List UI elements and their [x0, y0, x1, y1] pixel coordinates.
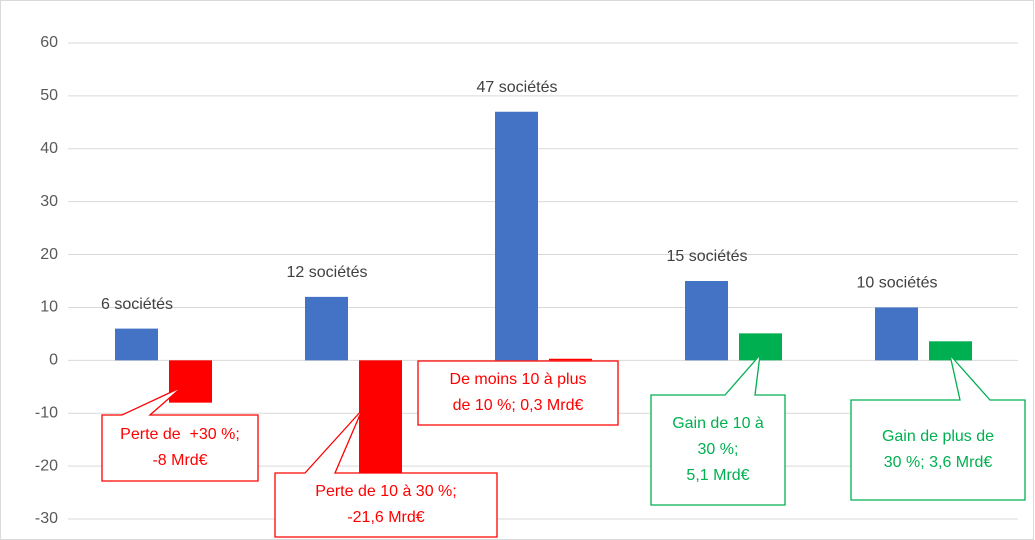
y-tick-label: 50: [40, 87, 58, 104]
callout-label: De moins 10 à plus: [450, 371, 587, 388]
data-label: 10 sociétés: [857, 275, 938, 292]
callout-label: de 10 %; 0,3 Mrd€: [453, 397, 584, 414]
y-tick-label: 40: [40, 140, 58, 157]
bar: [495, 111, 538, 361]
callout-label: -21,6 Mrd€: [347, 509, 424, 526]
bar: [929, 341, 972, 361]
y-tick-label: -10: [35, 404, 58, 421]
callout-label: 5,1 Mrd€: [686, 467, 749, 484]
callout-box: [274, 409, 498, 538]
bar: [305, 296, 348, 361]
callout-label: Perte de 10 à 30 %;: [315, 483, 456, 500]
bar: [875, 307, 918, 361]
y-tick-label: 10: [40, 299, 58, 316]
callout-label: -8 Mrd€: [152, 452, 207, 469]
callout-box: [417, 360, 619, 426]
data-label: 15 sociétés: [667, 248, 748, 265]
callout-box: [101, 386, 259, 482]
callout-label: 30 %;: [698, 441, 739, 458]
bar: [359, 360, 402, 475]
y-tick-label: 60: [40, 34, 58, 51]
callout-box: [650, 352, 786, 506]
bar: [169, 360, 212, 403]
callout-label: Gain de plus de: [882, 428, 994, 445]
y-tick-label: -30: [35, 510, 58, 527]
data-label: 12 sociétés: [287, 264, 368, 281]
data-label: 47 sociétés: [477, 79, 558, 96]
data-label: 6 sociétés: [101, 296, 173, 313]
bar: [685, 281, 728, 361]
bar: [549, 358, 592, 361]
callout-label: Perte de +30 %;: [120, 426, 240, 443]
bar: [115, 328, 158, 361]
callout-label: Gain de 10 à: [672, 415, 764, 432]
callout-box: [850, 352, 1026, 501]
y-tick-label: 0: [49, 352, 58, 369]
y-tick-label: 30: [40, 193, 58, 210]
y-tick-label: -20: [35, 457, 58, 474]
y-tick-label: 20: [40, 246, 58, 263]
bar: [739, 333, 782, 361]
callout-label: 30 %; 3,6 Mrd€: [884, 454, 993, 471]
